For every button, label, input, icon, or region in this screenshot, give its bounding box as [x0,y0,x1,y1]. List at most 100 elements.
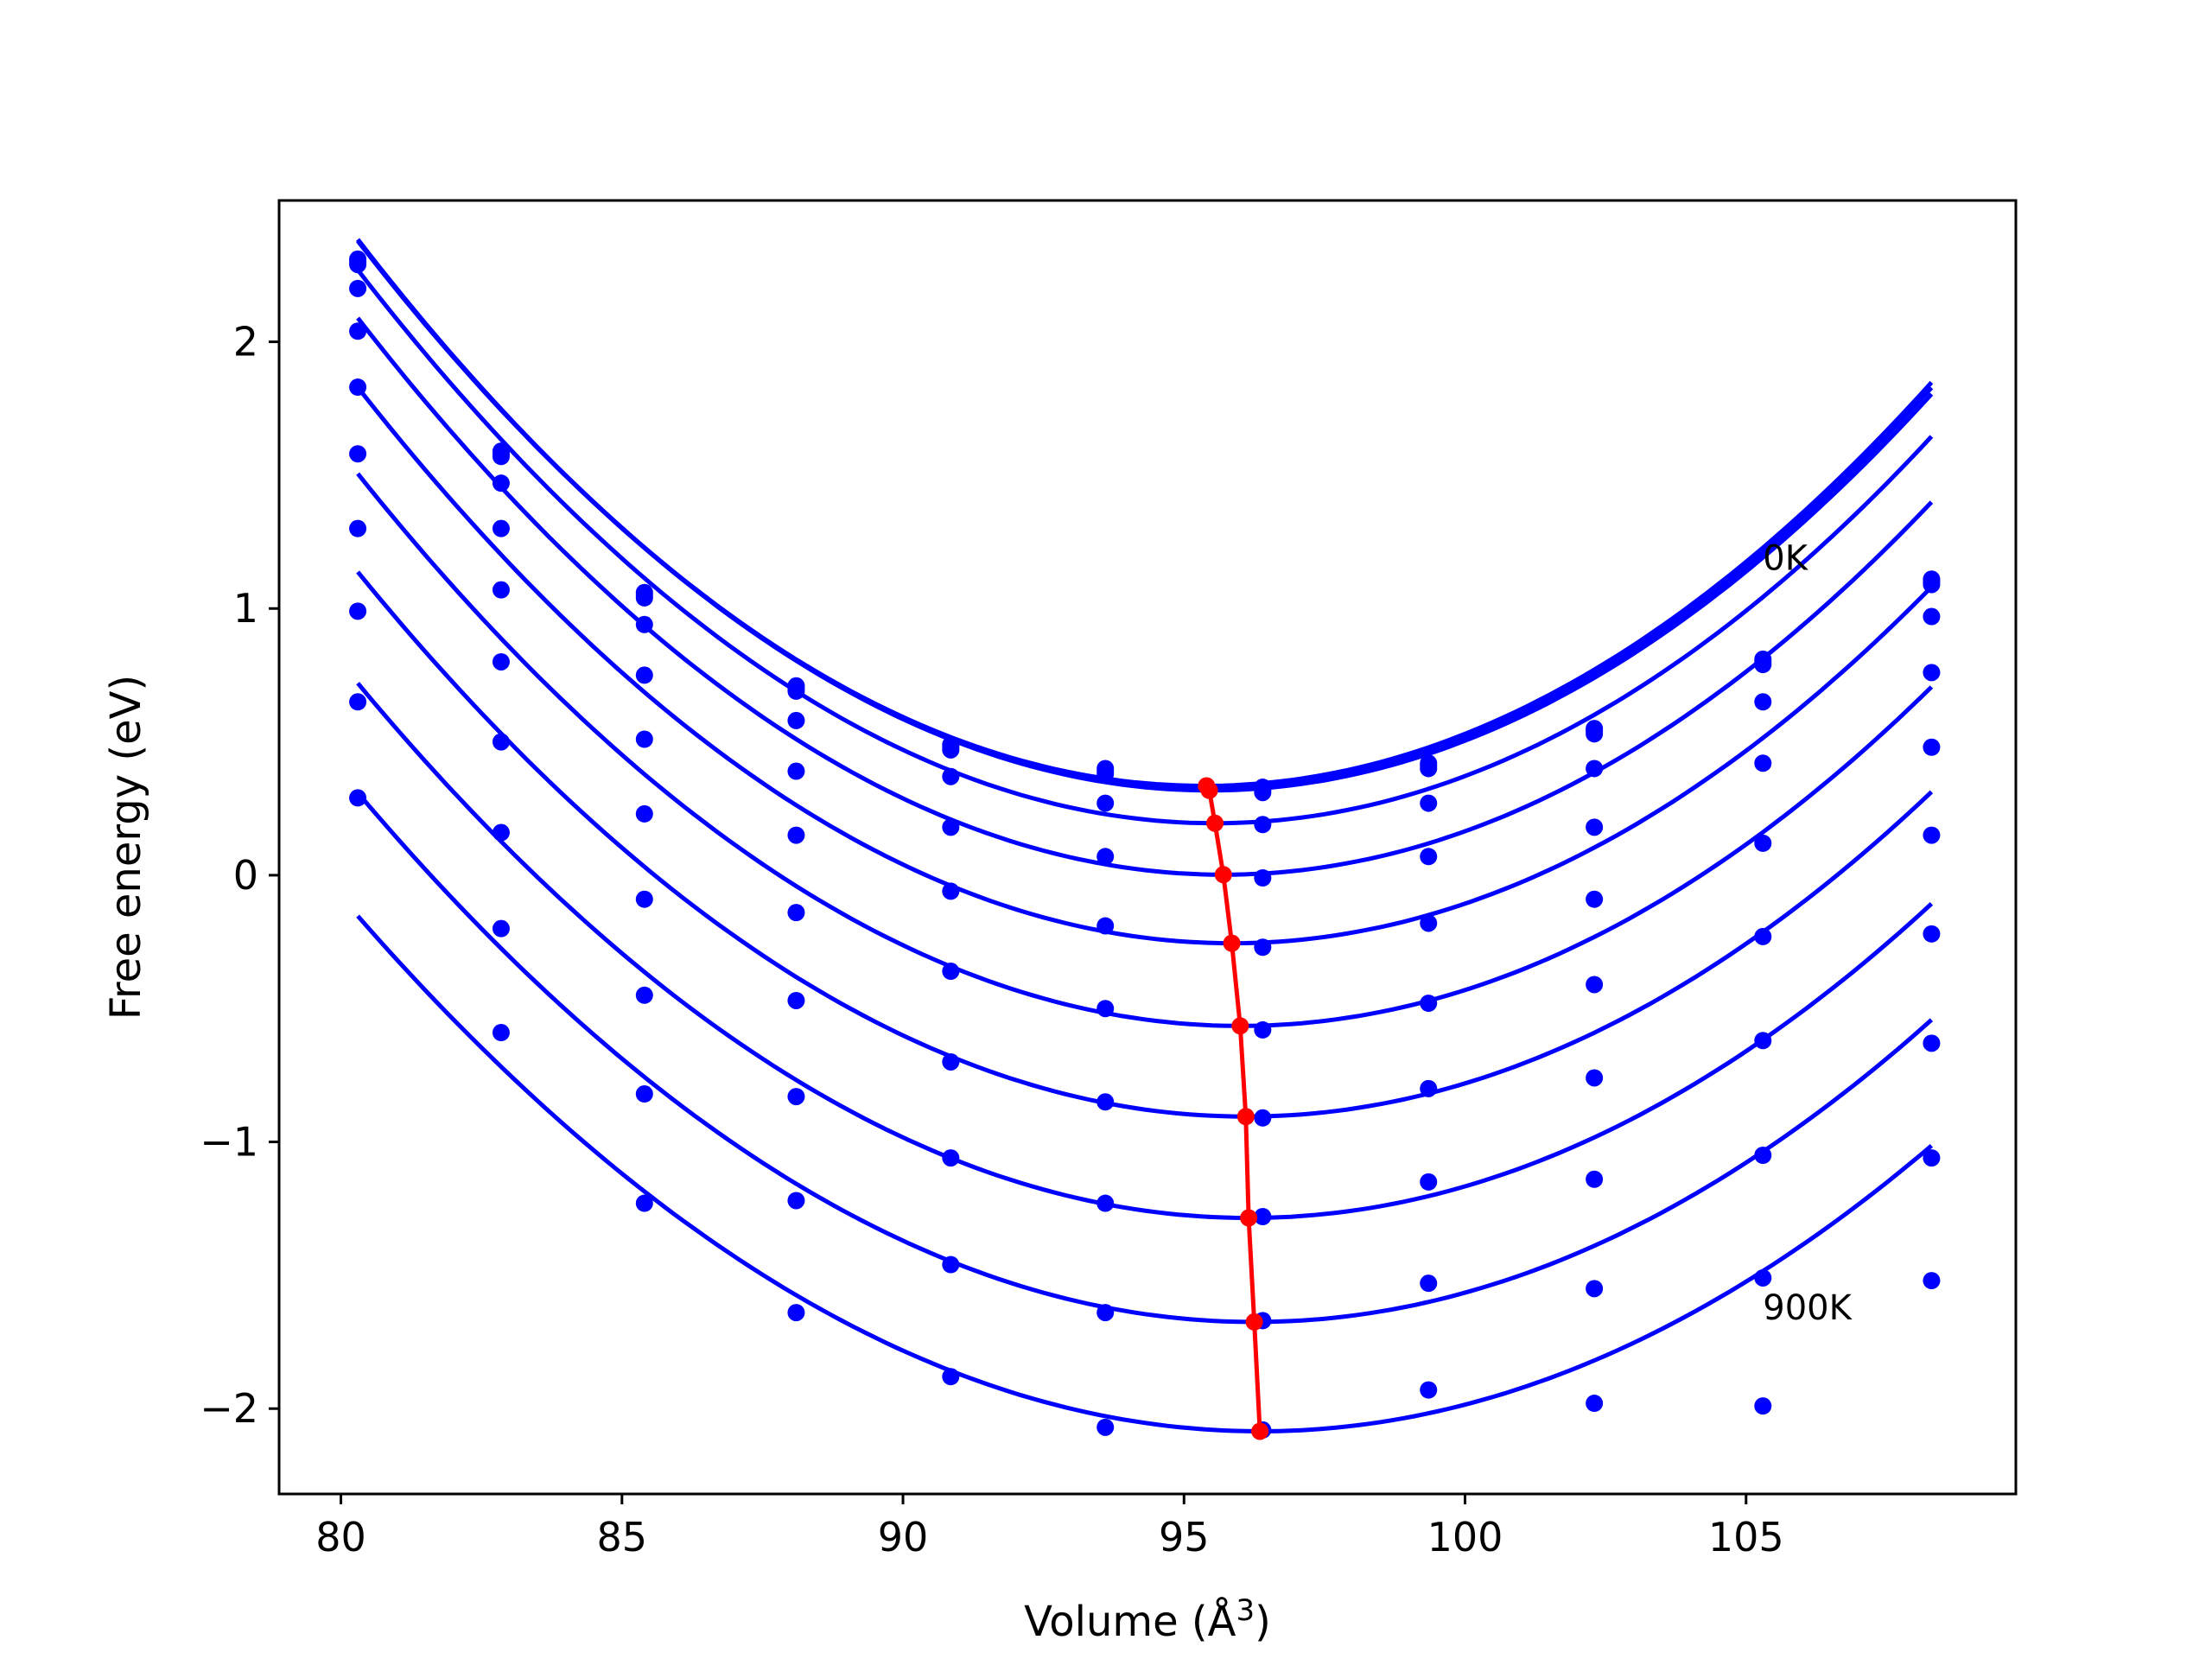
data-point [1754,656,1772,674]
fit-curve-7 [356,570,1934,1119]
data-point [1586,976,1604,994]
data-point [942,1052,960,1071]
x-tick-label: 95 [1159,1514,1210,1560]
data-point [1754,1032,1772,1050]
data-point [1754,1147,1772,1165]
minimum-point [1231,1017,1249,1035]
x-tick-label: 100 [1427,1514,1503,1560]
data-point [1586,760,1604,778]
data-point [1923,1034,1941,1052]
minimum-point [1214,866,1232,884]
fit-curve-4 [356,316,1934,877]
data-point [787,711,805,729]
x-tick-label: 85 [597,1514,648,1560]
fit-curve-2 [356,238,1934,793]
data-point [1096,1000,1115,1018]
data-point [349,519,367,537]
data-point [1923,925,1941,943]
data-point [1420,848,1438,866]
annotation-label-0: 0K [1763,539,1808,579]
data-point [492,1024,510,1042]
data-point [635,986,653,1004]
data-point [1923,1272,1941,1290]
data-point [635,1085,653,1103]
data-point [349,279,367,297]
data-point [1420,760,1438,778]
data-point [635,730,653,748]
data-point [349,378,367,397]
x-axis-label-close: ) [1255,1598,1271,1646]
data-point [787,682,805,700]
data-point [1254,816,1272,834]
data-point [492,919,510,938]
data-point [492,519,510,537]
data-point [942,767,960,785]
data-point [1420,794,1438,812]
data-point [1586,1170,1604,1188]
data-point [1754,693,1772,711]
data-point [1096,848,1115,866]
data-point [1254,938,1272,957]
y-tick-label: 0 [233,852,258,899]
data-point [1586,1280,1604,1298]
y-tick-label: 2 [233,319,258,365]
data-point [1586,1069,1604,1087]
data-point [635,890,653,908]
data-point [787,1304,805,1322]
data-point [635,666,653,684]
data-point [1420,995,1438,1013]
plot-area [349,238,1941,1440]
data-point [1923,607,1941,626]
minimum-point [1245,1313,1263,1331]
data-point [1096,1418,1115,1436]
data-point [1923,1149,1941,1167]
data-point [349,445,367,463]
minimum-point [1200,781,1218,799]
data-point [492,823,510,842]
data-point [1254,868,1272,887]
fit-curve-9 [356,791,1934,1325]
data-point [1923,575,1941,594]
data-point [942,1368,960,1386]
fit-curve-10 [356,914,1934,1434]
minimum-point [1251,1422,1269,1440]
y-tick-label: 1 [233,585,258,632]
y-axis-label: Free energy (eV) [102,675,150,1020]
x-tick-label: 90 [878,1514,929,1560]
data-point [1096,765,1115,783]
minimum-point [1240,1209,1258,1227]
fit-curve-8 [356,682,1934,1220]
data-point [1586,1395,1604,1413]
annotation-label-1: 900K [1763,1288,1853,1328]
data-point [787,826,805,844]
data-point [492,474,510,493]
axes-frame [277,199,2018,1496]
data-point [787,991,805,1009]
data-point [1923,738,1941,756]
data-point [635,588,653,607]
data-point [1754,927,1772,945]
data-point [1923,826,1941,844]
data-point [1254,784,1272,802]
x-tick-label: 80 [315,1514,366,1560]
data-point [349,256,367,274]
minimum-point [1236,1108,1255,1126]
data-point [1420,1274,1438,1293]
data-point [1254,1207,1272,1225]
data-point [1420,914,1438,932]
x-axis-label-text: Volume (Å [1024,1597,1236,1646]
data-point [1096,1093,1115,1111]
data-point [492,581,510,599]
data-point [1754,1397,1772,1415]
data-point [1096,794,1115,812]
minimum-point [1206,814,1224,832]
y-tick-label: −1 [200,1119,258,1166]
data-point [1754,754,1772,772]
minimum-path-line [1205,785,1262,1432]
data-point [1586,818,1604,836]
fit-curve-3 [356,268,1934,826]
x-axis-label: Volume (Å3) [1024,1593,1271,1646]
data-point [349,693,367,711]
data-point [942,741,960,759]
data-point [492,733,510,751]
